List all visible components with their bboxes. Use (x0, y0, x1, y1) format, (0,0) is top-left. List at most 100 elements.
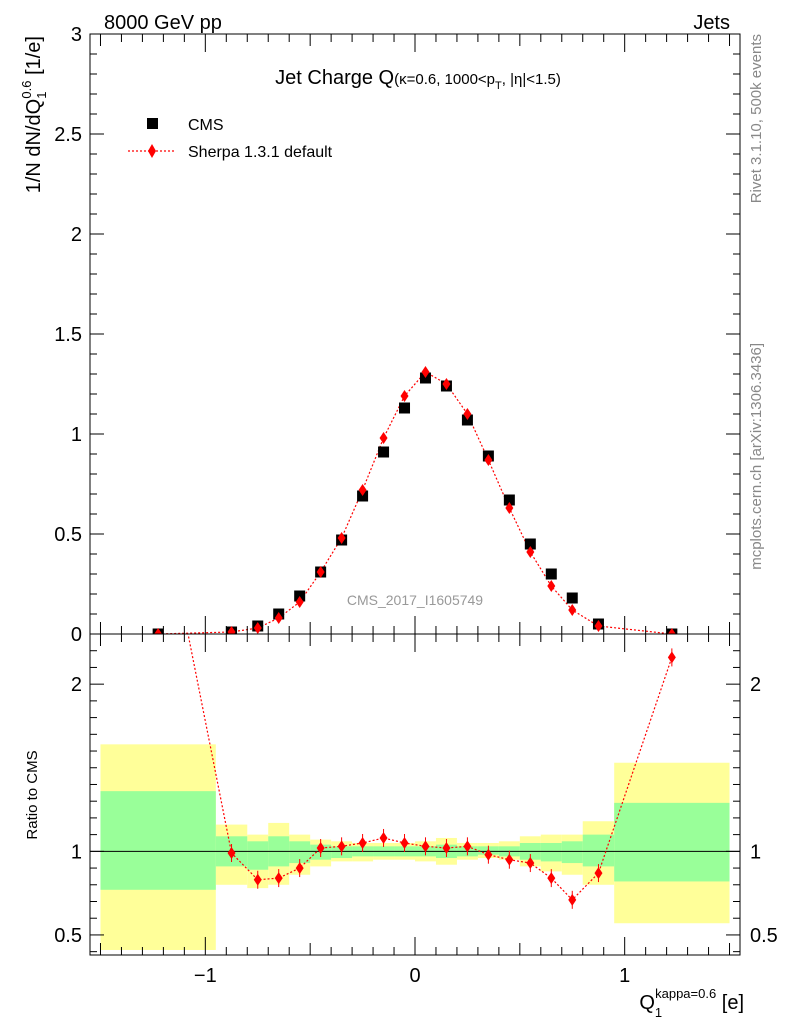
ratio-sherpa-point (442, 842, 451, 854)
main-frame: 0 0.5 1 1.5 2 2.5 3 (54, 24, 741, 646)
sherpa-point (442, 378, 451, 390)
legend-cms-marker (147, 118, 158, 129)
ratio-y-tick-label-right: 2 (750, 674, 761, 696)
ratio-y-tick-label-right: 0.5 (750, 925, 778, 947)
title-sub-1: (κ=0.6, 1000<p (394, 71, 495, 88)
ratio-sherpa-point (463, 840, 472, 853)
main-series-lines (158, 371, 672, 634)
sherpa-point (505, 502, 514, 514)
ratio-sherpa-point (421, 840, 430, 853)
xlabel-sub: 1 (655, 1005, 662, 1020)
ylabel-a: 1/N dN/dQ (23, 99, 45, 193)
sherpa-point (667, 628, 676, 634)
ylabel-sup: 0.6 (19, 80, 34, 98)
ratio-sherpa-point (358, 836, 367, 849)
legend-sherpa-marker (148, 144, 156, 158)
sherpa-point (568, 604, 577, 616)
ratio-sherpa-point (484, 848, 493, 861)
sherpa-point (316, 566, 325, 578)
main-y-tick-label: 2.5 (54, 124, 82, 146)
ratio-sherpa-point (295, 862, 304, 875)
main-sherpa-line (158, 371, 672, 634)
x-tick-label: 1 (619, 965, 630, 987)
ratio-sherpa-point (379, 831, 388, 844)
ratio-y-axis-label: Ratio to CMS (24, 750, 41, 839)
sherpa-point (400, 390, 409, 402)
ratio-sherpa-point (667, 651, 676, 664)
main-y-axis-label: 1/N dN/dQ10.6 [1/e] (19, 36, 49, 193)
ratio-sherpa-point (253, 873, 262, 886)
ratio-sherpa-point (594, 867, 603, 880)
ylabel-b: [1/e] (23, 36, 45, 80)
ratio-y-tick-label-left: 1 (71, 841, 82, 863)
title-sub-sub: T (495, 80, 502, 92)
cms-point (378, 446, 390, 458)
ratio-sherpa-point (274, 872, 283, 885)
xlabel-sup: kappa=0.6 (655, 986, 716, 1001)
legend-cms-label: CMS (188, 117, 224, 134)
ratio-sherpa-point (505, 853, 514, 866)
title-sub-2: , |η|<1.5) (502, 71, 561, 88)
ylabel-sub: 1 (34, 92, 49, 99)
sherpa-point (526, 546, 535, 558)
ratio-band-green (247, 841, 269, 870)
sherpa-point (421, 366, 430, 378)
ratio-sherpa-point (526, 857, 535, 870)
sherpa-point (274, 612, 283, 624)
side-source-label: mcplots.cern.ch [arXiv:1306.3436] (748, 343, 765, 570)
ratio-y-tick-label-left: 2 (71, 674, 82, 696)
sherpa-point (154, 628, 163, 634)
xlabel-a: Q (639, 992, 655, 1014)
cms-point (545, 568, 557, 580)
main-y-tick-label: 2 (71, 224, 82, 246)
x-tick-label: −1 (194, 965, 217, 987)
main-y-tick-label: 0 (71, 624, 82, 646)
ratio-sherpa-point (568, 893, 577, 906)
ratio-band-green (561, 841, 583, 864)
process-label: Jets (693, 12, 730, 34)
ratio-sherpa-point (154, 478, 162, 490)
sherpa-point (463, 408, 472, 420)
ratio-sherpa-point (316, 842, 325, 854)
main-y-tick-label: 1.5 (54, 324, 82, 346)
analysis-watermark: CMS_2017_I1605749 (347, 592, 483, 608)
ratio-frame: 0.5 0.5 1 1 2 2 −1 0 1 (54, 633, 778, 987)
sherpa-point (253, 622, 262, 634)
sherpa-point (295, 596, 304, 608)
ratio-band-green (540, 842, 562, 862)
ratio-sherpa-point (400, 836, 409, 849)
ratio-uncertainty-bands (90, 744, 740, 950)
sherpa-point (547, 580, 556, 592)
ratio-band-green (614, 802, 730, 882)
cms-point (524, 538, 536, 550)
main-y-tick-label: 1 (71, 424, 82, 446)
ratio-y-tick-label-left: 0.5 (54, 925, 82, 947)
energy-label: 8000 GeV pp (104, 12, 222, 34)
sherpa-point (227, 626, 236, 634)
sherpa-point (358, 484, 367, 496)
sherpa-point (484, 454, 493, 466)
legend: CMS Sherpa 1.3.1 default (128, 117, 333, 161)
ratio-sherpa-point (547, 872, 556, 885)
xlabel-b: [e] (716, 992, 744, 1014)
ratio-band-green (582, 834, 615, 867)
sherpa-point (594, 620, 603, 632)
main-y-tick-label: 3 (71, 24, 82, 46)
ratio-series-markers (154, 478, 676, 909)
side-version-label: Rivet 3.1.10, 500k events (748, 34, 765, 203)
sherpa-point (337, 532, 346, 544)
ratio-band-green (289, 841, 311, 864)
chart-title: Jet Charge Q(κ=0.6, 1000<pT, |η|<1.5) (275, 67, 561, 92)
x-tick-label: 0 (409, 965, 420, 987)
main-y-tick-label: 0.5 (54, 524, 82, 546)
cms-point (399, 402, 411, 414)
ratio-sherpa-point (337, 840, 346, 853)
title-main: Jet Charge Q (275, 67, 394, 89)
sherpa-point (379, 432, 388, 444)
cms-point (566, 592, 578, 604)
legend-sherpa-label: Sherpa 1.3.1 default (188, 144, 333, 161)
ratio-sherpa-point (227, 847, 236, 860)
cms-point (503, 494, 515, 506)
ratio-band-green (100, 791, 216, 890)
